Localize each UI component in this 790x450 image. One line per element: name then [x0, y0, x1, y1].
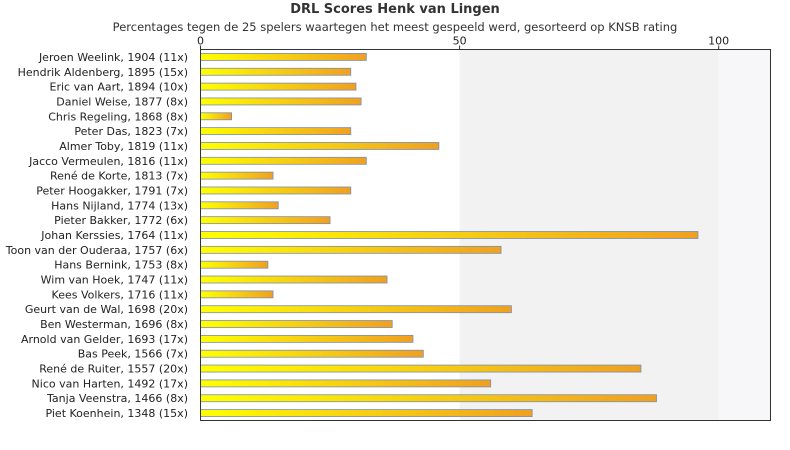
bar	[200, 290, 274, 299]
category-label: Hans Bernink, 1753 (8x)	[54, 259, 188, 272]
bar	[200, 305, 512, 314]
bar	[200, 260, 269, 269]
category-label: Daniel Weise, 1877 (8x)	[56, 95, 188, 108]
x-tick-label: 50	[453, 35, 467, 48]
category-label: Piet Koenhein, 1348 (15x)	[45, 407, 188, 420]
category-label: Chris Regeling, 1868 (8x)	[48, 110, 188, 123]
bar	[200, 82, 357, 91]
bar	[200, 142, 440, 150]
bar	[200, 216, 331, 225]
bar	[200, 349, 424, 358]
category-label: Kees Volkers, 1716 (11x)	[52, 288, 188, 301]
chart-subtitle: Percentages tegen de 25 spelers waartege…	[112, 20, 678, 34]
bar	[200, 245, 502, 254]
bar	[200, 275, 388, 284]
category-label: Peter Das, 1823 (7x)	[74, 125, 188, 138]
bar	[200, 379, 492, 388]
bar	[200, 394, 657, 403]
category-label: Wim van Hoek, 1747 (11x)	[41, 274, 188, 287]
category-label: Hans Nijland, 1774 (13x)	[51, 199, 188, 212]
category-label: Jacco Vermeulen, 1816 (11x)	[28, 155, 188, 168]
bar	[200, 409, 533, 417]
x-tick-label: 0	[197, 35, 204, 48]
category-label: Peter Hoogakker, 1791 (7x)	[36, 184, 188, 197]
category-label: Tanja Veenstra, 1466 (8x)	[46, 392, 188, 405]
category-label: Pieter Bakker, 1772 (6x)	[54, 214, 188, 227]
plot-band	[718, 49, 771, 421]
category-label: Arnold van Gelder, 1693 (17x)	[21, 333, 188, 346]
bar	[200, 156, 367, 165]
category-label: Johan Kerssies, 1764 (11x)	[40, 229, 188, 242]
bar	[200, 67, 352, 76]
plot-frame	[200, 49, 771, 421]
chart-title: DRL Scores Henk van Lingen	[290, 2, 500, 17]
bar	[200, 186, 352, 195]
bar	[200, 364, 642, 373]
category-label: Toon van der Ouderaa, 1757 (6x)	[5, 244, 188, 257]
category-label: Geurt van de Wal, 1698 (20x)	[25, 303, 188, 316]
category-label: Almer Toby, 1819 (11x)	[59, 140, 188, 153]
category-label: Eric van Aart, 1894 (10x)	[50, 81, 188, 94]
bar	[200, 127, 352, 136]
category-label: René de Korte, 1813 (7x)	[50, 170, 188, 183]
category-label: Bas Peek, 1566 (7x)	[78, 348, 188, 361]
bar	[200, 334, 414, 343]
category-label: René de Ruiter, 1557 (20x)	[39, 363, 188, 376]
bar	[200, 320, 393, 328]
bar	[200, 201, 279, 210]
bar	[200, 171, 274, 180]
bar	[200, 231, 699, 239]
category-label: Ben Westerman, 1696 (8x)	[40, 318, 188, 331]
bar	[200, 53, 367, 61]
bar	[200, 112, 232, 121]
x-tick-label: 100	[708, 35, 729, 48]
category-label: Nico van Harten, 1492 (17x)	[32, 377, 188, 390]
category-label: Hendrik Aldenberg, 1895 (15x)	[18, 66, 188, 79]
category-label: Jeroen Weelink, 1904 (11x)	[38, 51, 188, 64]
bar	[200, 97, 362, 106]
